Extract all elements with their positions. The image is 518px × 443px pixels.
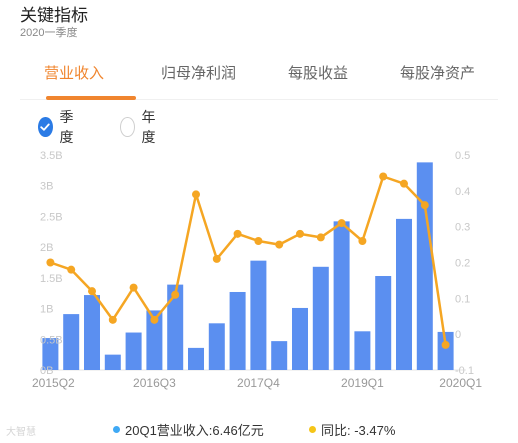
y-left-tick-label: 2B [40, 242, 53, 254]
yoy-point [129, 283, 138, 292]
header: 关键指标 2020一季度 [20, 6, 88, 40]
yoy-point [358, 237, 367, 245]
x-tick-label: 2019Q1 [341, 376, 384, 390]
radio-annual-label: 年度 [141, 109, 156, 145]
legend-yoy-dot [309, 425, 316, 433]
yoy-point [441, 340, 450, 349]
revenue-bar [167, 284, 184, 370]
active-tab-indicator [46, 96, 136, 100]
revenue-bar [42, 338, 59, 370]
watermark: 大智慧 [6, 427, 36, 438]
y-right-tick-label: -0.1 [455, 365, 474, 377]
y-left-tick-label: 0B [40, 365, 53, 377]
yoy-point [379, 172, 388, 181]
yoy-point [108, 315, 117, 324]
radio-empty-icon [120, 117, 135, 137]
revenue-bar [104, 354, 121, 370]
legend-yoy-text: 同比: -3.47% [321, 422, 396, 438]
revenue-bar [354, 331, 371, 370]
y-left-tick-label: 3B [40, 181, 53, 193]
y-left-tick-label: 2.5B [40, 211, 63, 223]
y-right-tick-label: 0.4 [455, 186, 470, 198]
page-title: 关键指标 [20, 6, 88, 25]
revenue-bar [229, 291, 246, 370]
x-tick-label: 2020Q1 [439, 376, 482, 390]
yoy-point [171, 290, 180, 299]
yoy-point [46, 258, 55, 267]
y-right-tick-label: 0 [455, 329, 461, 341]
yoy-point [316, 233, 325, 242]
revenue-bar [188, 347, 204, 370]
revenue-bar [437, 331, 454, 370]
revenue-bar [416, 162, 433, 370]
y-right-tick-label: 0.1 [455, 293, 470, 305]
revenue-bar [396, 218, 412, 370]
revenue-bar [125, 332, 142, 370]
metric-tabs: 营业收入 归母净利润 每股收益 每股净资产 [20, 60, 498, 100]
yoy-point [337, 219, 346, 228]
y-left-tick-label: 1B [40, 304, 53, 316]
yoy-point [233, 229, 242, 238]
yoy-point [150, 315, 159, 324]
tab-net-profit[interactable]: 归母净利润 [161, 65, 237, 82]
revenue-bar [250, 260, 267, 370]
radio-annual[interactable]: 年度 [120, 109, 161, 145]
yoy-line [49, 175, 447, 346]
legend-revenue-text: 20Q1营业收入:6.46亿元 [125, 422, 264, 438]
yoy-point [296, 229, 304, 238]
yoy-point [400, 179, 408, 188]
y-left-tick-label: 3.5B [40, 150, 63, 162]
yoy-point [420, 201, 429, 210]
yoy-point [67, 265, 76, 274]
legend-revenue-dot [113, 425, 120, 433]
y-left-tick-label: 0.5B [40, 334, 63, 346]
radio-quarterly-label: 季度 [59, 109, 74, 145]
revenue-bar [84, 295, 100, 370]
revenue-bar [208, 323, 225, 370]
revenue-bar [375, 276, 392, 370]
legend-revenue: 20Q1营业收入:6.46亿元 [113, 420, 264, 438]
revenue-bar [63, 314, 80, 370]
legend-yoy: 同比: -3.47% [309, 420, 395, 438]
revenue-bar [333, 221, 350, 370]
y-left-tick-label: 1.5B [40, 273, 63, 285]
revenue-chart: 0B 0.5B 1B 1.5B 2B 2.5B 3B 3.5B -0.1 0 0.1 0.2 0.3 0… [32, 150, 482, 390]
page-subtitle: 2020一季度 [20, 27, 78, 39]
yoy-point [275, 240, 284, 249]
y-right-tick-label: 0.5 [455, 150, 470, 162]
revenue-bar [271, 341, 288, 370]
x-tick-label: 2016Q3 [133, 376, 176, 390]
revenue-bar [312, 266, 329, 370]
yoy-point [88, 287, 96, 296]
x-tick-label: 2017Q4 [237, 376, 280, 390]
x-tick-label: 2015Q2 [32, 376, 75, 390]
yoy-point [254, 237, 263, 245]
yoy-point [212, 254, 221, 263]
y-right-tick-label: 0.2 [455, 258, 470, 270]
tab-bvps[interactable]: 每股净资产 [400, 65, 476, 82]
tab-revenue[interactable]: 营业收入 [44, 65, 105, 82]
revenue-bar [146, 310, 163, 370]
yoy-point [192, 190, 200, 199]
y-right-tick-label: 0.3 [455, 222, 470, 234]
radio-quarterly[interactable]: 季度 [38, 109, 79, 145]
revenue-bar [292, 307, 308, 370]
checkmark-icon [38, 117, 53, 137]
tab-eps[interactable]: 每股收益 [288, 65, 349, 82]
